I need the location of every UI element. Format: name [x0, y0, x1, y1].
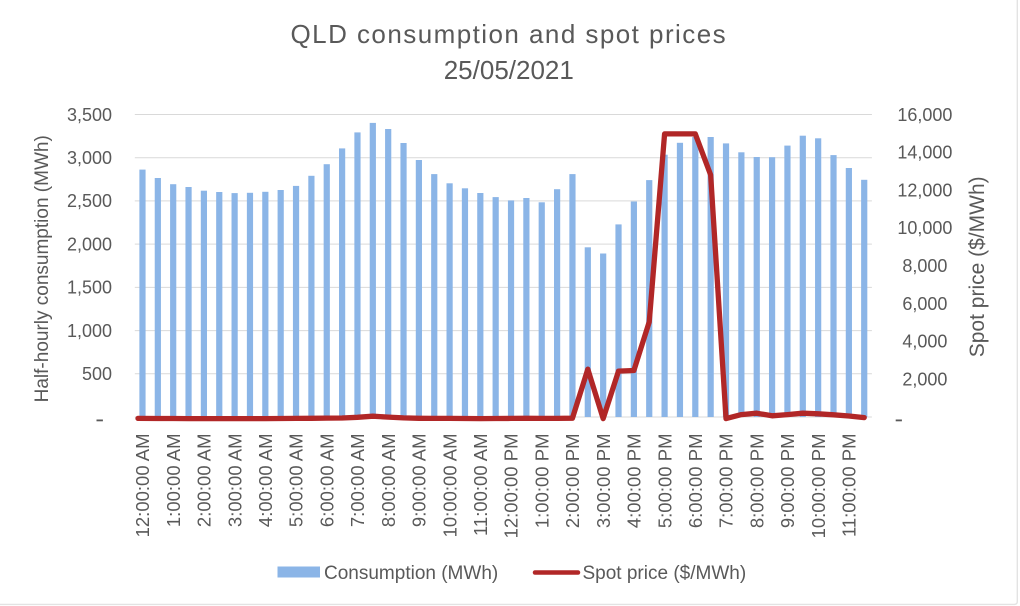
- svg-text:7:00:00 PM: 7:00:00 PM: [716, 434, 737, 529]
- svg-text:9:00:00 PM: 9:00:00 PM: [777, 434, 798, 529]
- svg-text:25/05/2021: 25/05/2021: [444, 55, 574, 85]
- svg-text:8:00:00 PM: 8:00:00 PM: [746, 434, 767, 529]
- svg-text:1,500: 1,500: [67, 278, 112, 298]
- svg-text:3:00:00 PM: 3:00:00 PM: [593, 434, 614, 529]
- svg-text:8:00:00 AM: 8:00:00 AM: [378, 434, 399, 528]
- svg-text:2,000: 2,000: [902, 370, 947, 390]
- svg-text:4:00:00 PM: 4:00:00 PM: [624, 434, 645, 529]
- svg-text:2,000: 2,000: [67, 234, 112, 254]
- svg-text:12:00:00 AM: 12:00:00 AM: [132, 434, 153, 538]
- svg-text:Spot price ($/MWh): Spot price ($/MWh): [966, 176, 989, 357]
- svg-text:10:00:00 PM: 10:00:00 PM: [808, 434, 829, 539]
- svg-text:11:00:00 PM: 11:00:00 PM: [839, 434, 860, 538]
- svg-text:1:00:00 AM: 1:00:00 AM: [163, 434, 184, 528]
- svg-text:1:00:00 PM: 1:00:00 PM: [531, 434, 552, 529]
- svg-text:QLD consumption and spot price: QLD consumption and spot prices: [290, 19, 727, 49]
- svg-text:10,000: 10,000: [897, 218, 952, 238]
- svg-text:Spot price ($/MWh): Spot price ($/MWh): [583, 563, 747, 584]
- svg-text:2,500: 2,500: [67, 191, 112, 211]
- svg-text:500: 500: [82, 364, 112, 384]
- svg-text:3,000: 3,000: [67, 148, 112, 168]
- svg-text:11:00:00 AM: 11:00:00 AM: [470, 434, 491, 537]
- svg-text:5:00:00 PM: 5:00:00 PM: [654, 434, 675, 529]
- svg-text:3:00:00 AM: 3:00:00 AM: [224, 434, 245, 528]
- svg-text:1,000: 1,000: [67, 321, 112, 341]
- svg-text:2:00:00 PM: 2:00:00 PM: [562, 434, 583, 529]
- svg-text:3,500: 3,500: [67, 105, 112, 125]
- svg-text:4,000: 4,000: [902, 332, 947, 352]
- svg-text:9:00:00 AM: 9:00:00 AM: [409, 433, 430, 527]
- svg-text:12,000: 12,000: [897, 180, 952, 200]
- svg-text:12:00:00 PM: 12:00:00 PM: [501, 434, 522, 539]
- svg-text:Consumption (MWh): Consumption (MWh): [324, 563, 498, 584]
- svg-text:7:00:00 AM: 7:00:00 AM: [347, 434, 368, 528]
- svg-text:4:00:00 AM: 4:00:00 AM: [255, 434, 276, 528]
- svg-text:8,000: 8,000: [902, 256, 947, 276]
- svg-text:14,000: 14,000: [897, 143, 952, 163]
- svg-text:6:00:00 PM: 6:00:00 PM: [685, 434, 706, 529]
- svg-text:6,000: 6,000: [902, 294, 947, 314]
- svg-text:Half-hourly consumption (MWh): Half-hourly consumption (MWh): [32, 135, 53, 402]
- svg-text:5:00:00 AM: 5:00:00 AM: [286, 434, 307, 528]
- svg-text:10:00:00 AM: 10:00:00 AM: [439, 434, 460, 538]
- svg-text:2:00:00 AM: 2:00:00 AM: [194, 434, 215, 528]
- svg-text:16,000: 16,000: [897, 105, 952, 125]
- svg-text:6:00:00 AM: 6:00:00 AM: [317, 434, 338, 528]
